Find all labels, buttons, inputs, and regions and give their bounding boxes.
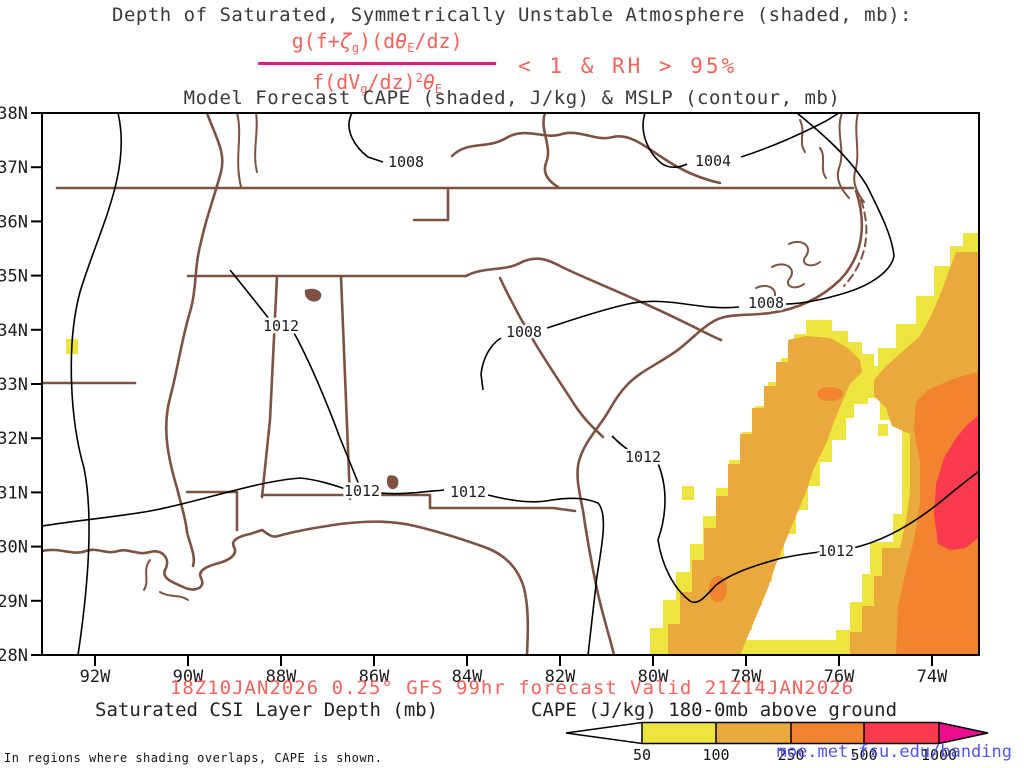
pamlico-sound-lines: [755, 240, 821, 301]
formula-condition: < 1 & RH > 95%: [518, 53, 738, 78]
page-title: Depth of Saturated, Symmetrically Unstab…: [112, 4, 912, 26]
kentucky-lake-line: [236, 113, 242, 188]
mississippi-river-line: [164, 113, 224, 568]
cape-cell-mid: [682, 486, 694, 500]
contour-1008-west: [348, 113, 384, 163]
isobar-label: 1008: [506, 323, 542, 341]
lat-label: 33N: [0, 375, 28, 395]
lat-label: 37N: [0, 158, 28, 178]
atlantic-coastline: [576, 189, 864, 655]
formula-fraction: g(f+ζg)(dθE/dz) f(dVg/dz)2θE: [258, 29, 497, 101]
lat-label: 35N: [0, 267, 28, 287]
contour-1008-east: [480, 113, 895, 391]
website-link[interactable]: moe.met.fsu.edu/banding: [776, 742, 1012, 762]
ga-sc-border-line: [498, 276, 605, 439]
lon-label: 92W: [80, 667, 111, 687]
al-ga-border-line: [339, 275, 352, 501]
lon-label: 74W: [917, 667, 948, 687]
lat-label: 34N: [0, 321, 28, 341]
isobar-label: 1012: [625, 448, 661, 466]
lat-label: 31N: [0, 483, 28, 503]
contour-1012-west-inland: [229, 269, 361, 488]
cape-shading-layer: [66, 233, 978, 655]
lake-blob-west-ga: [386, 475, 399, 490]
lon-label: 90W: [173, 667, 204, 687]
cape-east-500: [934, 416, 978, 550]
isobar-label: 1012: [263, 317, 299, 335]
isobar-label: 1008: [748, 294, 784, 312]
formula-numerator: g(f+ζg)(dθE/dz): [291, 29, 463, 56]
lat-label: 38N: [0, 104, 28, 124]
mslp-contour-layer: [42, 113, 979, 655]
cape-colorbar: 50 100 250 500 1000: [565, 721, 989, 764]
colorbar-segment: [791, 722, 864, 744]
isobar-label: 1008: [388, 153, 424, 171]
al-fl-ga-border-line: [260, 493, 577, 513]
formula-denominator: f(dVg/dz)2θE: [312, 70, 443, 97]
lat-label: 29N: [0, 592, 28, 612]
colorbar-tip-above-max: [939, 722, 988, 744]
lon-label: 80W: [638, 667, 669, 687]
contour-1012-offshore: [611, 435, 979, 603]
lon-label: 78W: [731, 667, 762, 687]
csi-formula: g(f+ζg)(dθE/dz) f(dVg/dz)2θE < 1 & RH > …: [258, 30, 737, 101]
tennessee-nc-border-line: [464, 257, 566, 278]
lake-blob-north-ga: [304, 288, 322, 302]
contour-1004: [642, 113, 840, 169]
barkley-lake-line: [254, 113, 258, 173]
la-ms-border-line: [185, 490, 239, 532]
map-subtitle: Model Forecast CAPE (shaded, J/kg) & MSL…: [183, 87, 841, 109]
cape-spot-250-south: [709, 576, 727, 602]
missouri-bootheel-line: [412, 187, 450, 222]
lon-label: 88W: [266, 667, 297, 687]
colorbar-tick-label: 250: [777, 746, 804, 764]
isobar-label: 1004: [695, 152, 731, 170]
lon-label: 84W: [452, 667, 483, 687]
cape-cell-east: [878, 424, 888, 436]
cape-band-bottom-fill: [740, 640, 840, 655]
wv-river-line: [542, 113, 560, 189]
contour-1012-gulf: [42, 477, 605, 655]
cape-spot-250-north: [817, 387, 843, 401]
outer-banks-line: [843, 199, 868, 287]
colorbar-tick-label: 50: [633, 746, 651, 764]
lat-label: 32N: [0, 429, 28, 449]
isobar-label: 1012: [450, 483, 486, 501]
model-run-info: 18Z10JAN2026 0.25° GFS 99hr forecast Val…: [169, 677, 855, 699]
isobar-label: 1012: [818, 542, 854, 560]
la-marsh-lines: [143, 559, 189, 601]
contour-left-meander: [70, 113, 123, 655]
lon-label: 82W: [545, 667, 576, 687]
contour-labels: 1008 1004 1012 1008 1008 1012 1012 1012 1012: [260, 150, 856, 563]
ms-al-border-line: [260, 274, 279, 499]
lat-label: 36N: [0, 212, 28, 232]
gulf-coastline: [42, 520, 530, 655]
chesapeake-bay-lines: [799, 113, 865, 203]
axes: 38N 37N 36N 35N 34N 33N 32N 31N 30N 29N 28N 92W 90W 8…: [0, 104, 948, 687]
colorbar-segment: [864, 722, 939, 744]
fraction-bar: [258, 62, 497, 65]
cape-band-100: [668, 336, 862, 655]
lon-label: 76W: [824, 667, 855, 687]
colorbar-tick-label: 1000: [921, 746, 957, 764]
overlap-footnote: In regions where shading overlaps, CAPE …: [4, 751, 383, 765]
colorbar-tick-label: 500: [850, 746, 877, 764]
colorbar-segment: [642, 722, 716, 744]
va-ky-ridge-line: [450, 131, 722, 185]
nc-sc-border-line: [562, 266, 723, 342]
csi-legend-label: Saturated CSI Layer Depth (mb): [95, 699, 439, 721]
colorbar-segment: [716, 722, 791, 744]
colorbar-tick-label: 100: [702, 746, 729, 764]
isobar-label: 1012: [344, 482, 380, 500]
cape-legend-label: CAPE (J/kg) 180-0mb above ground: [531, 699, 898, 721]
lon-label: 86W: [359, 667, 390, 687]
lat-label: 30N: [0, 538, 28, 558]
lat-label: 28N: [0, 646, 28, 666]
colorbar-tip-below-min: [566, 722, 642, 744]
